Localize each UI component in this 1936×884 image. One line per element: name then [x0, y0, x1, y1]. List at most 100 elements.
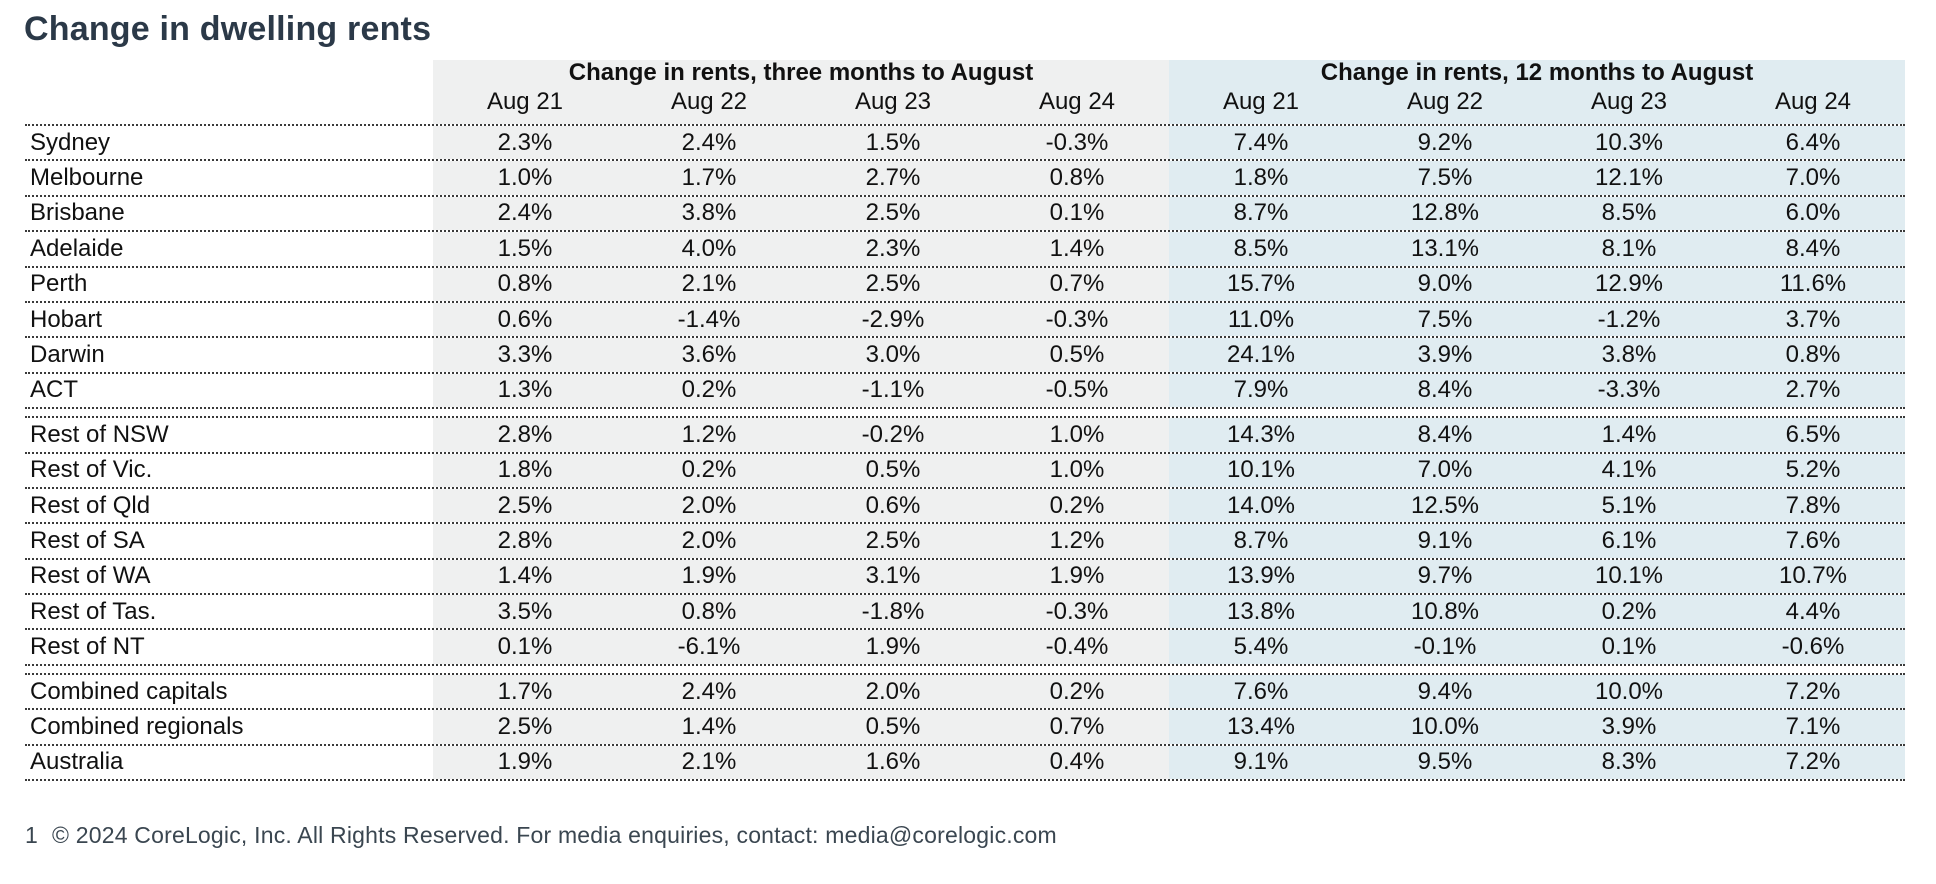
- value-cell: 7.2%: [1721, 745, 1905, 780]
- value-cell: 0.1%: [985, 196, 1169, 231]
- value-cell: 1.4%: [617, 710, 801, 744]
- row-label: ACT: [25, 373, 433, 408]
- value-cell: 9.1%: [1169, 745, 1353, 780]
- value-cell: 1.4%: [433, 559, 617, 594]
- table-row: Rest of Vic. 1.8% 0.2% 0.5% 1.0% 10.1% 7.0% 4.1…: [25, 453, 1905, 489]
- column-header: Aug 23: [801, 86, 985, 124]
- row-label: Combined regionals: [25, 710, 433, 744]
- group-header-spacer: [25, 60, 433, 86]
- value-cell: 7.1%: [1721, 710, 1905, 744]
- value-cell: 10.0%: [1537, 674, 1721, 709]
- group-separator: [25, 409, 1905, 419]
- value-cell: 0.8%: [433, 267, 617, 301]
- value-cell: 2.1%: [617, 745, 801, 780]
- value-cell: 2.3%: [801, 232, 985, 266]
- value-cell: 1.6%: [801, 745, 985, 780]
- value-cell: 9.4%: [1353, 674, 1537, 709]
- column-header: Aug 23: [1537, 86, 1721, 124]
- value-cell: 8.5%: [1537, 196, 1721, 231]
- value-cell: 1.9%: [801, 630, 985, 664]
- value-cell: 10.0%: [1353, 710, 1537, 744]
- value-cell: 1.9%: [433, 745, 617, 780]
- value-cell: 10.1%: [1537, 559, 1721, 594]
- value-cell: 8.4%: [1721, 232, 1905, 266]
- value-cell: 2.4%: [617, 674, 801, 709]
- row-label: Combined capitals: [25, 674, 433, 709]
- value-cell: 0.2%: [1537, 595, 1721, 629]
- row-label: Hobart: [25, 302, 433, 337]
- column-header-row: Aug 21 Aug 22 Aug 23 Aug 24 Aug 21 Aug 22 Aug …: [25, 86, 1905, 126]
- value-cell: 3.5%: [433, 595, 617, 629]
- value-cell: 0.5%: [985, 338, 1169, 372]
- value-cell: 3.8%: [617, 196, 801, 231]
- value-cell: 2.8%: [433, 418, 617, 452]
- value-cell: 4.0%: [617, 232, 801, 266]
- row-label: Rest of Vic.: [25, 453, 433, 487]
- value-cell: 3.8%: [1537, 338, 1721, 372]
- table-row: Melbourne 1.0% 1.7% 2.7% 0.8% 1.8% 7.5% 12.1% 7.…: [25, 161, 1905, 197]
- value-cell: 13.8%: [1169, 595, 1353, 629]
- value-cell: -1.2%: [1537, 302, 1721, 337]
- value-cell: 3.3%: [433, 338, 617, 372]
- value-cell: 8.3%: [1537, 745, 1721, 780]
- value-cell: 2.5%: [801, 267, 985, 301]
- value-cell: -1.4%: [617, 302, 801, 337]
- table-row: Rest of NT 0.1% -6.1% 1.9% -0.4% 5.4% -0.1% 0.1…: [25, 630, 1905, 666]
- value-cell: -6.1%: [617, 630, 801, 664]
- value-cell: 6.1%: [1537, 524, 1721, 558]
- value-cell: 8.4%: [1353, 418, 1537, 452]
- value-cell: 3.6%: [617, 338, 801, 372]
- value-cell: 12.1%: [1537, 161, 1721, 195]
- group-header-row: Change in rents, three months to August …: [25, 60, 1905, 86]
- group-separator: [25, 665, 1905, 675]
- group-header-twelve-months: Change in rents, 12 months to August: [1169, 60, 1905, 86]
- value-cell: 1.2%: [617, 418, 801, 452]
- value-cell: -0.3%: [985, 595, 1169, 629]
- table-row: Perth 0.8% 2.1% 2.5% 0.7% 15.7% 9.0% 12.9% 11.6%: [25, 267, 1905, 303]
- value-cell: 8.7%: [1169, 524, 1353, 558]
- value-cell: -3.3%: [1537, 373, 1721, 408]
- value-cell: 10.3%: [1537, 126, 1721, 160]
- value-cell: 2.4%: [617, 126, 801, 160]
- column-header: Aug 21: [433, 86, 617, 124]
- value-cell: 3.7%: [1721, 302, 1905, 337]
- value-cell: 8.5%: [1169, 232, 1353, 266]
- value-cell: 1.9%: [617, 559, 801, 594]
- value-cell: 1.0%: [433, 161, 617, 195]
- value-cell: 7.2%: [1721, 674, 1905, 709]
- value-cell: -1.1%: [801, 373, 985, 408]
- value-cell: 1.4%: [985, 232, 1169, 266]
- value-cell: 12.9%: [1537, 267, 1721, 301]
- value-cell: 2.7%: [801, 161, 985, 195]
- table-row: Sydney 2.3% 2.4% 1.5% -0.3% 7.4% 9.2% 10.3% 6.4%: [25, 126, 1905, 162]
- value-cell: 2.4%: [433, 196, 617, 231]
- row-label: Rest of SA: [25, 524, 433, 558]
- table-row: Brisbane 2.4% 3.8% 2.5% 0.1% 8.7% 12.8% 8.5% 6.0…: [25, 196, 1905, 233]
- value-cell: 1.9%: [985, 559, 1169, 594]
- value-cell: 2.0%: [617, 488, 801, 523]
- row-label: Sydney: [25, 126, 433, 160]
- value-cell: 7.6%: [1169, 674, 1353, 709]
- value-cell: 5.4%: [1169, 630, 1353, 664]
- value-cell: 9.7%: [1353, 559, 1537, 594]
- value-cell: 8.7%: [1169, 196, 1353, 231]
- value-cell: 1.3%: [433, 373, 617, 408]
- value-cell: 0.6%: [433, 302, 617, 337]
- value-cell: 0.8%: [985, 161, 1169, 195]
- value-cell: 14.3%: [1169, 418, 1353, 452]
- table-row: ACT 1.3% 0.2% -1.1% -0.5% 7.9% 8.4% -3.3% 2.7%: [25, 373, 1905, 410]
- row-label: Darwin: [25, 338, 433, 372]
- table-row: Combined regionals 2.5% 1.4% 0.5% 0.7% 13.4% 1…: [25, 710, 1905, 746]
- value-cell: 11.6%: [1721, 267, 1905, 301]
- value-cell: 2.5%: [433, 488, 617, 523]
- value-cell: 2.5%: [433, 710, 617, 744]
- value-cell: 0.5%: [801, 453, 985, 487]
- value-cell: -0.3%: [985, 302, 1169, 337]
- value-cell: 4.1%: [1537, 453, 1721, 487]
- value-cell: 0.2%: [985, 488, 1169, 523]
- value-cell: 5.2%: [1721, 453, 1905, 487]
- value-cell: -0.3%: [985, 126, 1169, 160]
- value-cell: 9.2%: [1353, 126, 1537, 160]
- row-label: Rest of Tas.: [25, 595, 433, 629]
